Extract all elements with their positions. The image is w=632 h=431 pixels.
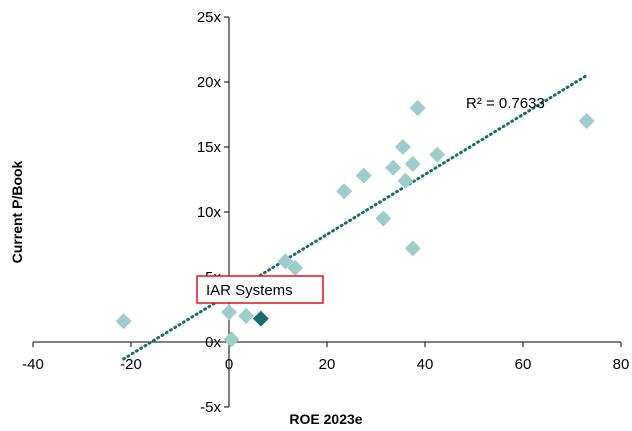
scatter-point [238, 308, 255, 324]
highlight-label-box [196, 275, 324, 304]
scatter-point [409, 100, 426, 116]
scatter-point [397, 172, 414, 189]
scatter-point [404, 240, 421, 257]
scatter-point [277, 253, 294, 270]
scatter-point [385, 159, 402, 176]
y-tick-label: 15x [197, 139, 222, 156]
x-axis-title: ROE 2023e [289, 411, 362, 427]
scatter-point [115, 313, 132, 330]
scatter-point [355, 167, 372, 184]
scatter-point [429, 146, 446, 163]
x-tick-label: -20 [120, 356, 142, 373]
scatter-point [336, 183, 353, 200]
x-tick-label: 0 [225, 356, 233, 373]
y-tick-label: 20x [197, 74, 222, 91]
x-tick-label: 20 [319, 356, 336, 373]
scatter-point [287, 259, 304, 276]
x-tick-label: 60 [515, 356, 532, 373]
highlighted-point [252, 310, 269, 327]
scatter-point [223, 331, 240, 348]
y-tick-label: -5x [200, 399, 221, 416]
scatter-point [394, 139, 411, 155]
trendline [122, 74, 589, 361]
x-tick-label: 40 [417, 356, 434, 373]
y-tick-label: 25x [197, 9, 222, 26]
y-tick-label: 0x [205, 334, 221, 351]
scatter-point [404, 155, 421, 172]
x-tick-label: -40 [22, 356, 44, 373]
r-squared-label: R² = 0.7633 [466, 95, 545, 112]
y-tick-label: 10x [197, 204, 222, 221]
scatter-point [375, 210, 392, 227]
highlight-label: IAR Systems [206, 282, 293, 299]
scatter-point [578, 113, 595, 129]
scatter-point [221, 304, 237, 321]
x-tick-label: 80 [613, 356, 630, 373]
y-axis-title: Current P/Book [9, 160, 25, 263]
